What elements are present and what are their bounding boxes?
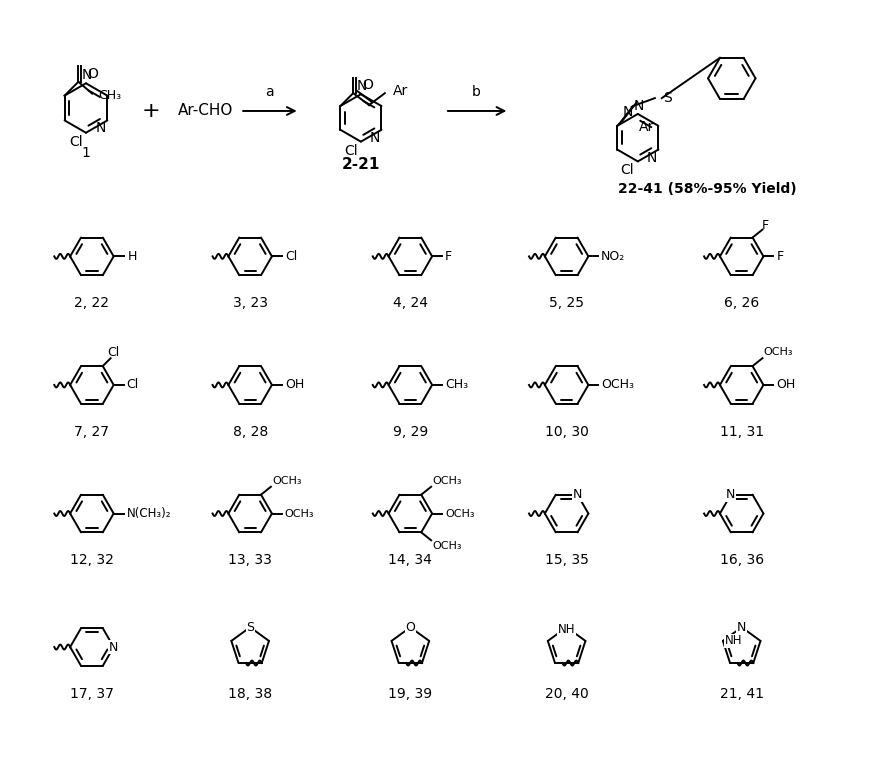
Text: b: b <box>472 85 481 99</box>
Text: OCH₃: OCH₃ <box>764 348 793 357</box>
Text: 3, 23: 3, 23 <box>233 296 268 310</box>
Text: N: N <box>727 488 735 501</box>
Text: N: N <box>370 131 380 145</box>
Text: 15, 35: 15, 35 <box>545 553 588 567</box>
Text: OCH₃: OCH₃ <box>284 509 315 518</box>
Text: Cl: Cl <box>108 346 120 359</box>
Text: Cl: Cl <box>620 163 633 178</box>
Text: 4, 24: 4, 24 <box>392 296 428 310</box>
Text: N: N <box>633 99 644 113</box>
Text: 7, 27: 7, 27 <box>74 424 109 439</box>
Text: N: N <box>573 488 582 501</box>
Text: 9, 29: 9, 29 <box>392 424 428 439</box>
Text: N: N <box>727 488 735 501</box>
Text: OCH₃: OCH₃ <box>432 476 462 486</box>
Text: 6, 26: 6, 26 <box>724 296 759 310</box>
Text: Cl: Cl <box>345 143 358 158</box>
Text: OCH₃: OCH₃ <box>272 476 301 486</box>
Text: 20, 40: 20, 40 <box>545 687 588 701</box>
Text: 19, 39: 19, 39 <box>388 687 432 701</box>
Text: OCH₃: OCH₃ <box>445 509 475 518</box>
Text: 1: 1 <box>82 146 90 159</box>
Text: N: N <box>647 150 657 165</box>
Text: CH₃: CH₃ <box>445 379 468 392</box>
Text: Cl: Cl <box>127 379 139 392</box>
Text: NH: NH <box>558 622 575 636</box>
Text: N: N <box>82 68 92 82</box>
Text: S: S <box>663 91 672 106</box>
Text: F: F <box>445 250 452 263</box>
Text: F: F <box>761 219 768 232</box>
Text: 8, 28: 8, 28 <box>232 424 268 439</box>
Text: Ar: Ar <box>640 120 655 134</box>
Text: 10, 30: 10, 30 <box>545 424 588 439</box>
Text: N: N <box>96 121 106 135</box>
Text: O: O <box>406 621 416 634</box>
Text: 21, 41: 21, 41 <box>719 687 764 701</box>
Text: CH₃: CH₃ <box>98 89 121 102</box>
Text: S: S <box>246 621 254 634</box>
Text: Ar: Ar <box>392 84 408 98</box>
Text: 12, 32: 12, 32 <box>70 553 113 567</box>
Text: NH: NH <box>725 635 742 647</box>
Text: 11, 31: 11, 31 <box>719 424 764 439</box>
Text: 5, 25: 5, 25 <box>549 296 584 310</box>
Text: N: N <box>622 105 633 119</box>
Text: O: O <box>88 67 98 81</box>
Text: 16, 36: 16, 36 <box>719 553 764 567</box>
Text: F: F <box>776 250 783 263</box>
Text: N: N <box>573 488 582 501</box>
Text: 2-21: 2-21 <box>342 157 380 172</box>
Text: NO₂: NO₂ <box>602 250 626 263</box>
Text: 14, 34: 14, 34 <box>388 553 432 567</box>
Text: 13, 33: 13, 33 <box>229 553 272 567</box>
Text: OCH₃: OCH₃ <box>602 379 634 392</box>
Text: Cl: Cl <box>69 134 83 149</box>
Text: N: N <box>109 641 119 653</box>
Text: +: + <box>142 101 160 121</box>
Text: Cl: Cl <box>284 250 297 263</box>
Text: 18, 38: 18, 38 <box>228 687 272 701</box>
Text: 17, 37: 17, 37 <box>70 687 113 701</box>
Text: H: H <box>128 250 136 263</box>
Text: O: O <box>362 78 373 93</box>
Text: OCH₃: OCH₃ <box>432 541 462 551</box>
Text: N: N <box>737 621 746 634</box>
Text: N: N <box>357 79 367 93</box>
Text: OH: OH <box>284 379 304 392</box>
Text: N(CH₃)₂: N(CH₃)₂ <box>127 507 171 520</box>
Text: a: a <box>266 85 275 99</box>
Text: Ar-CHO: Ar-CHO <box>178 103 233 118</box>
Text: N: N <box>109 641 119 653</box>
Text: 22-41 (58%-95% Yield): 22-41 (58%-95% Yield) <box>618 182 797 196</box>
Text: OH: OH <box>776 379 796 392</box>
Text: 2, 22: 2, 22 <box>74 296 109 310</box>
